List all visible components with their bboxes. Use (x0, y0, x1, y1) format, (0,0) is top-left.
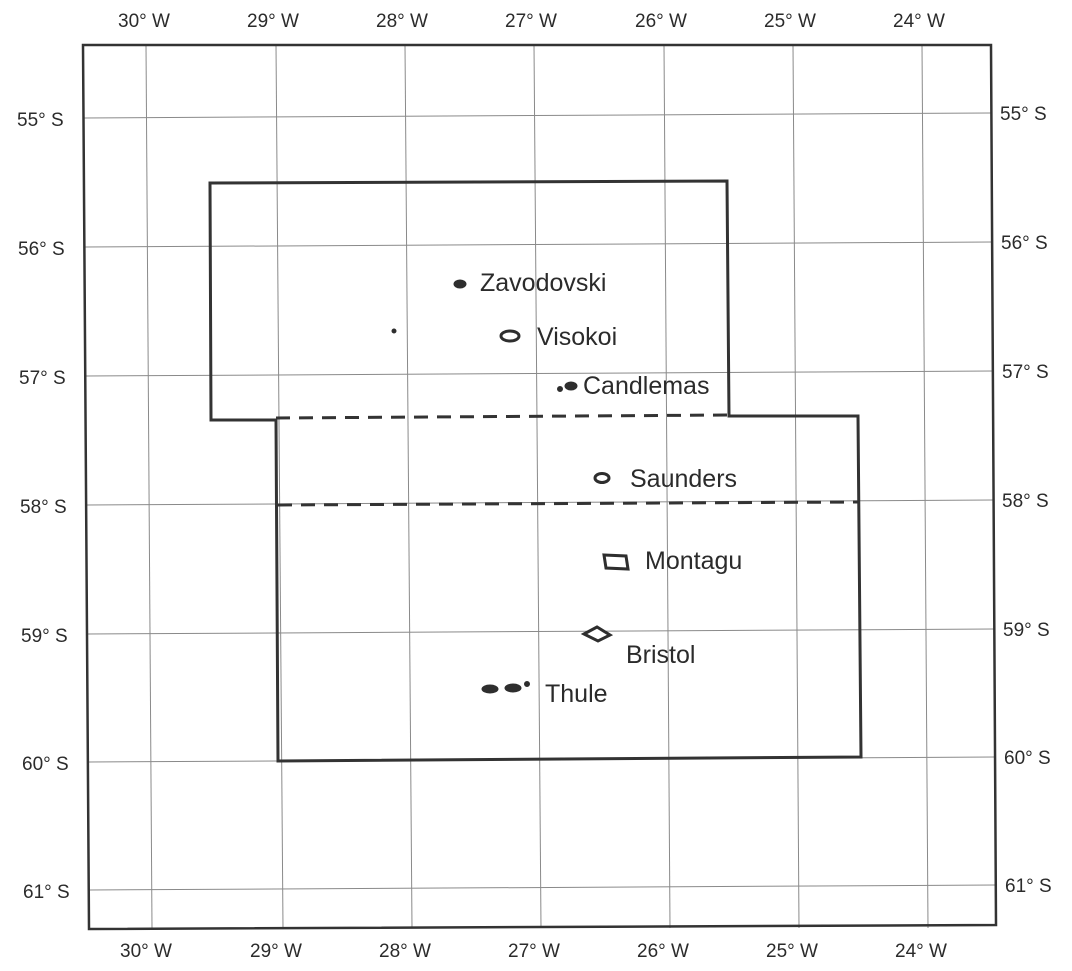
bottom-longitude-labels: 30° W 29° W 28° W 27° W 26° W 25° W 24° … (120, 941, 947, 962)
cook-island-shape (504, 683, 522, 693)
bristol-island-shape (580, 625, 614, 643)
map-frame (81, 43, 998, 931)
lon-label-bottom-30w: 30° W (120, 941, 172, 962)
lon-label-top-27w: 27° W (505, 11, 557, 32)
vindication-islet-shape (557, 386, 563, 392)
lon-label-top-24w: 24° W (893, 11, 945, 32)
lat-label-left-57s: 57° S (19, 368, 66, 389)
lon-label-bottom-27w: 27° W (508, 941, 560, 962)
lat-label-right-58s: 58° S (1002, 491, 1049, 512)
lon-label-top-29w: 29° W (247, 11, 299, 32)
montagu-island-shape (602, 553, 630, 571)
island-label-saunders: Saunders (630, 465, 737, 493)
island-label-thule: Thule (545, 680, 608, 708)
island-labels: Zavodovski Visokoi Candlemas Saunders Mo… (480, 269, 742, 708)
island-label-visokoi: Visokoi (537, 323, 617, 351)
lon-label-top-26w: 26° W (635, 11, 687, 32)
meridian-30w (145, 44, 153, 929)
thule-island-shape (481, 684, 499, 694)
left-latitude-labels: 55° S 56° S 57° S 58° S 59° S 60° S 61° … (17, 110, 70, 903)
lon-label-bottom-24w: 24° W (895, 941, 947, 962)
saunders-island-shape (593, 472, 611, 484)
lat-label-right-60s: 60° S (1004, 748, 1051, 769)
top-longitude-labels: 30° W 29° W 28° W 27° W 26° W 25° W 24° … (118, 11, 945, 32)
parallel-55s (82, 112, 992, 119)
candlemas-island-shape (564, 381, 578, 391)
meridian-29w (275, 44, 284, 929)
bellingshausen-islet-shape (524, 681, 530, 687)
visokoi-island-shape (499, 329, 521, 343)
meridian-25w (792, 44, 800, 929)
lat-label-right-55s: 55° S (1000, 104, 1047, 125)
lat-label-left-60s: 60° S (22, 754, 69, 775)
lat-label-right-59s: 59° S (1003, 620, 1050, 641)
island-label-bristol: Bristol (626, 641, 695, 669)
parallel-57s (84, 370, 994, 377)
lat-label-left-55s: 55° S (17, 110, 64, 131)
lat-label-left-59s: 59° S (21, 626, 68, 647)
lat-label-left-58s: 58° S (20, 497, 67, 518)
lat-label-left-61s: 61° S (23, 882, 70, 903)
lon-label-top-28w: 28° W (376, 11, 428, 32)
island-label-zavodovski: Zavodovski (480, 269, 606, 297)
zavodovski-island-shape (453, 279, 467, 289)
lon-label-bottom-26w: 26° W (637, 941, 689, 962)
lat-label-right-57s: 57° S (1002, 362, 1049, 383)
lat-label-right-61s: 61° S (1005, 876, 1052, 897)
right-latitude-labels: 55° S 56° S 57° S 58° S 59° S 60° S 61° … (1000, 104, 1052, 897)
meridian-27w (533, 44, 542, 929)
island-label-candlemas: Candlemas (583, 372, 709, 400)
lon-label-top-30w: 30° W (118, 11, 170, 32)
meridian-28w (404, 44, 413, 929)
lon-label-top-25w: 25° W (764, 11, 816, 32)
parallel-59s (86, 628, 995, 635)
dashed-boundary-north (275, 413, 730, 420)
island-shapes (391, 279, 630, 694)
leskov-islet-shape (391, 328, 397, 334)
lon-label-bottom-25w: 25° W (766, 941, 818, 962)
lat-label-left-56s: 56° S (18, 239, 65, 260)
lon-label-bottom-29w: 29° W (250, 941, 302, 962)
region-boundary (208, 179, 863, 763)
parallel-61s (88, 884, 997, 891)
meridian-26w (663, 44, 671, 929)
lat-label-right-56s: 56° S (1001, 233, 1048, 254)
lon-label-bottom-28w: 28° W (379, 941, 431, 962)
meridian-24w (921, 44, 929, 929)
parallel-56s (83, 241, 993, 248)
island-label-montagu: Montagu (645, 547, 742, 575)
dashed-boundary-south (277, 500, 859, 507)
